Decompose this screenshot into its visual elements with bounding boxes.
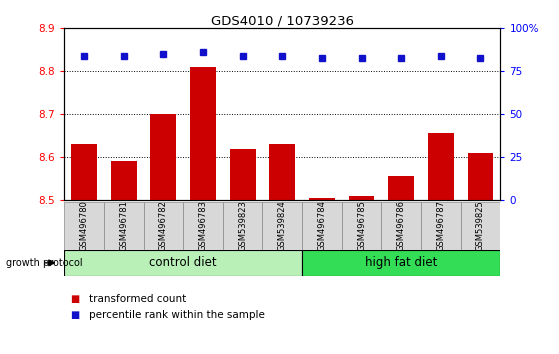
Bar — [302, 202, 342, 250]
Title: GDS4010 / 10739236: GDS4010 / 10739236 — [211, 14, 354, 27]
Bar — [302, 250, 500, 276]
Text: GSM539825: GSM539825 — [476, 200, 485, 251]
Bar — [183, 202, 223, 250]
Bar — [421, 202, 461, 250]
Bar — [223, 202, 263, 250]
Bar — [144, 202, 183, 250]
Text: GSM539824: GSM539824 — [278, 200, 287, 251]
Text: ■: ■ — [70, 310, 79, 320]
Text: GSM539823: GSM539823 — [238, 200, 247, 251]
Bar — [389, 176, 414, 200]
Bar — [428, 133, 454, 200]
Bar — [342, 202, 381, 250]
Text: GSM496780: GSM496780 — [79, 200, 89, 251]
Text: GSM496783: GSM496783 — [198, 200, 207, 251]
Text: GSM496786: GSM496786 — [397, 200, 406, 251]
Text: transformed count: transformed count — [89, 294, 187, 304]
Bar — [190, 67, 216, 200]
Bar — [104, 202, 144, 250]
Bar — [230, 149, 255, 200]
Bar — [468, 153, 494, 200]
Text: percentile rank within the sample: percentile rank within the sample — [89, 310, 266, 320]
Text: GSM496781: GSM496781 — [119, 200, 128, 251]
Bar — [461, 202, 500, 250]
Text: GSM496787: GSM496787 — [437, 200, 446, 251]
Bar — [309, 198, 335, 200]
Text: growth protocol: growth protocol — [6, 258, 82, 268]
Text: high fat diet: high fat diet — [365, 256, 437, 269]
Text: GSM496784: GSM496784 — [318, 200, 326, 251]
Text: GSM496785: GSM496785 — [357, 200, 366, 251]
Text: GSM496782: GSM496782 — [159, 200, 168, 251]
Bar — [263, 202, 302, 250]
Bar — [111, 161, 136, 200]
Bar — [64, 202, 104, 250]
Text: ■: ■ — [70, 294, 79, 304]
Bar — [64, 250, 302, 276]
Bar — [349, 196, 375, 200]
Bar — [150, 114, 176, 200]
Text: control diet: control diet — [149, 256, 217, 269]
Bar — [381, 202, 421, 250]
Bar — [269, 144, 295, 200]
Bar — [71, 144, 97, 200]
